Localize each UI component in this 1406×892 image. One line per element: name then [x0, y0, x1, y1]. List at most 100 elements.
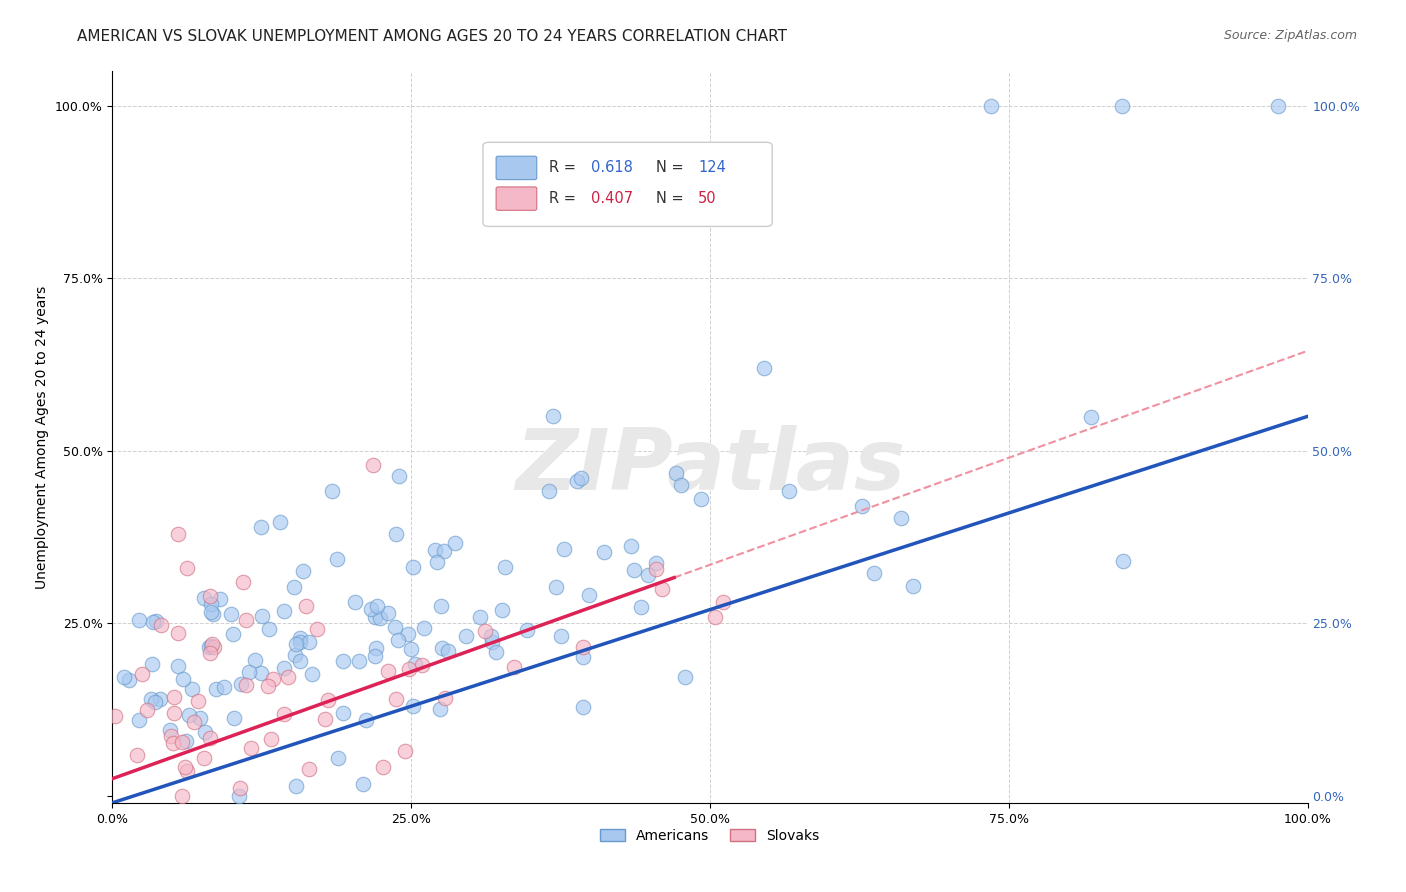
Text: R =: R = — [548, 191, 581, 206]
Point — [141, 692, 163, 706]
Point — [136, 703, 159, 717]
Point — [149, 691, 172, 706]
Point — [201, 607, 224, 621]
Text: 0.407: 0.407 — [591, 191, 633, 206]
Point — [298, 635, 321, 649]
Point — [433, 544, 456, 558]
Point — [326, 551, 349, 566]
Point — [112, 670, 135, 684]
Point — [200, 589, 222, 603]
Point — [578, 588, 600, 602]
Point — [862, 566, 884, 580]
Point — [202, 640, 225, 654]
Point — [316, 693, 339, 707]
Point — [269, 515, 291, 529]
Point — [429, 701, 451, 715]
Point — [238, 665, 260, 679]
Point — [425, 555, 447, 569]
Point — [1111, 99, 1133, 113]
Point — [260, 732, 283, 747]
FancyBboxPatch shape — [496, 187, 537, 211]
Point — [200, 640, 222, 654]
Point — [290, 631, 312, 645]
Point — [673, 670, 696, 684]
Point — [250, 608, 273, 623]
Point — [295, 599, 318, 614]
Point — [778, 484, 800, 499]
Point — [671, 478, 693, 492]
Point — [404, 657, 426, 672]
Point — [283, 580, 305, 594]
Point — [176, 561, 198, 575]
Point — [150, 618, 173, 632]
Point — [343, 595, 366, 609]
Point — [128, 613, 150, 627]
Point — [1080, 410, 1102, 425]
Point — [364, 610, 387, 624]
Point — [127, 748, 149, 763]
Point — [229, 780, 252, 795]
Point — [479, 629, 502, 643]
Point — [396, 627, 419, 641]
Point — [491, 603, 513, 617]
Point — [205, 682, 228, 697]
Point — [167, 526, 190, 541]
Point — [232, 574, 254, 589]
Text: 50: 50 — [699, 191, 717, 206]
Point — [172, 672, 194, 686]
Point — [141, 657, 163, 672]
Point — [262, 673, 284, 687]
Point — [212, 681, 235, 695]
Point — [630, 600, 652, 615]
Point — [434, 691, 457, 706]
Point — [174, 760, 197, 774]
Point — [401, 559, 423, 574]
Point — [689, 491, 711, 506]
Point — [250, 520, 273, 534]
Point — [569, 471, 592, 485]
Point — [423, 543, 446, 558]
Point — [537, 484, 560, 499]
Point — [235, 613, 257, 627]
Point — [394, 744, 416, 758]
Point — [326, 750, 349, 764]
Point — [713, 595, 735, 609]
Point — [305, 622, 328, 636]
Point — [208, 591, 231, 606]
Point — [163, 690, 186, 704]
Point — [411, 657, 433, 672]
Point — [665, 466, 688, 480]
Point — [371, 759, 394, 773]
Point — [290, 654, 312, 668]
FancyBboxPatch shape — [484, 143, 772, 227]
Point — [321, 484, 343, 499]
Point — [180, 681, 202, 696]
Text: Source: ZipAtlas.com: Source: ZipAtlas.com — [1223, 29, 1357, 42]
Point — [401, 699, 423, 714]
Point — [201, 637, 224, 651]
Point — [118, 673, 141, 687]
Point — [437, 644, 460, 658]
Point — [193, 750, 215, 764]
Point — [481, 635, 503, 649]
Point — [183, 714, 205, 729]
Point — [159, 723, 181, 738]
Point — [314, 712, 336, 726]
Point — [257, 679, 280, 693]
Text: R =: R = — [548, 161, 581, 176]
Point — [243, 652, 266, 666]
Point — [291, 565, 314, 579]
Point — [474, 624, 496, 639]
Point — [553, 541, 575, 556]
Point — [572, 649, 595, 664]
Point — [388, 468, 411, 483]
Point — [131, 667, 153, 681]
Point — [239, 741, 262, 756]
Point — [385, 692, 408, 706]
Point — [222, 627, 245, 641]
Point — [170, 735, 193, 749]
Point — [188, 711, 211, 725]
Point — [174, 734, 197, 748]
Point — [200, 605, 222, 619]
Point — [145, 614, 167, 628]
